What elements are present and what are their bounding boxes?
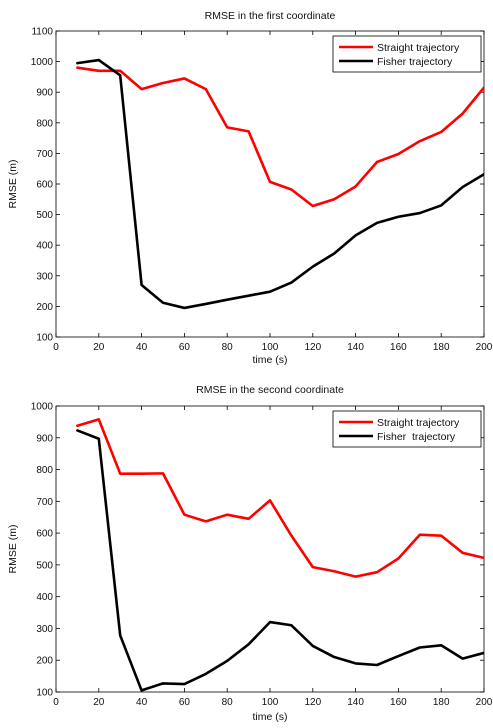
y-tick-label: 500 [36,560,53,571]
x-tick-label: 20 [93,697,105,708]
y-tick-label: 100 [36,688,53,699]
y-tick-label: 200 [36,656,53,667]
x-tick-label: 120 [304,342,321,353]
legend: Straight trajectory Fisher trajectory [332,35,482,73]
y-tick-label: 900 [36,88,53,99]
y-tick-label: 1000 [31,402,54,413]
chart-1: RMSE in the first coordinate 0 20 40 60 80 100… [7,10,493,366]
x-tick-label: 200 [476,697,493,708]
legend: Straight trajectory Fisher trajectory [332,410,482,448]
legend-label: Fisher trajectory [377,56,453,68]
plot-frame [55,405,485,693]
x-tick-label: 80 [222,697,234,708]
x-tick-label: 80 [222,342,234,353]
series-line-2 [76,58,484,310]
chart-title: RMSE in the second coordinate [196,384,344,396]
y-tick-label: 600 [36,180,53,191]
legend-label: Straight trajectory [377,417,460,429]
x-tick-label: 60 [179,342,191,353]
legend-label: Fisher trajectory [377,431,456,443]
x-tick-label: 40 [136,697,148,708]
y-tick-label: 600 [36,529,53,540]
x-tick-label: 100 [262,342,279,353]
x-tick-label: 120 [304,697,321,708]
y-tick-label: 400 [36,241,53,252]
legend-box [332,410,482,448]
x-tick-label: 160 [390,342,407,353]
x-tick-label: 100 [262,697,279,708]
x-tick-label: 40 [136,342,148,353]
x-tick-label: 140 [347,697,364,708]
series-line-1 [76,66,484,208]
x-tick-label: 160 [390,697,407,708]
x-tick-label: 180 [433,342,450,353]
x-axis-label: time (s) [253,711,288,723]
chart-title: RMSE in the first coordinate [205,10,336,22]
y-axis-label: RMSE (m) [7,160,19,209]
x-axis-label: time (s) [253,354,288,366]
series-line-1 [76,418,484,578]
y-tick-label: 300 [36,271,53,282]
y-tick-label: 300 [36,624,53,635]
x-tick-label: 0 [53,697,59,708]
y-tick-label: 200 [36,302,53,313]
x-tick-label: 200 [476,342,493,353]
y-tick-label: 900 [36,433,53,444]
series-line-2 [76,429,484,692]
y-tick-label: 700 [36,149,53,160]
y-tick-label: 1100 [31,27,53,38]
legend-box [332,35,482,73]
x-tick-label: 0 [53,342,59,353]
x-tick-label: 140 [347,342,364,353]
x-tick-label: 20 [93,342,105,353]
legend-label: Straight trajectory [377,42,460,54]
x-tick-label: 60 [179,697,191,708]
plot-frame [55,30,485,338]
y-tick-label: 400 [36,592,53,603]
y-tick-label: 1000 [31,57,54,68]
y-tick-label: 800 [36,118,53,129]
y-tick-label: 100 [36,333,53,344]
x-tick-label: 180 [433,697,450,708]
y-tick-label: 800 [36,465,53,476]
y-axis-label: RMSE (m) [7,525,19,574]
chart-2: RMSE in the second coordinate 0 20 40 60 80 10… [7,384,493,723]
y-tick-label: 500 [36,210,53,221]
y-tick-label: 700 [36,497,53,508]
